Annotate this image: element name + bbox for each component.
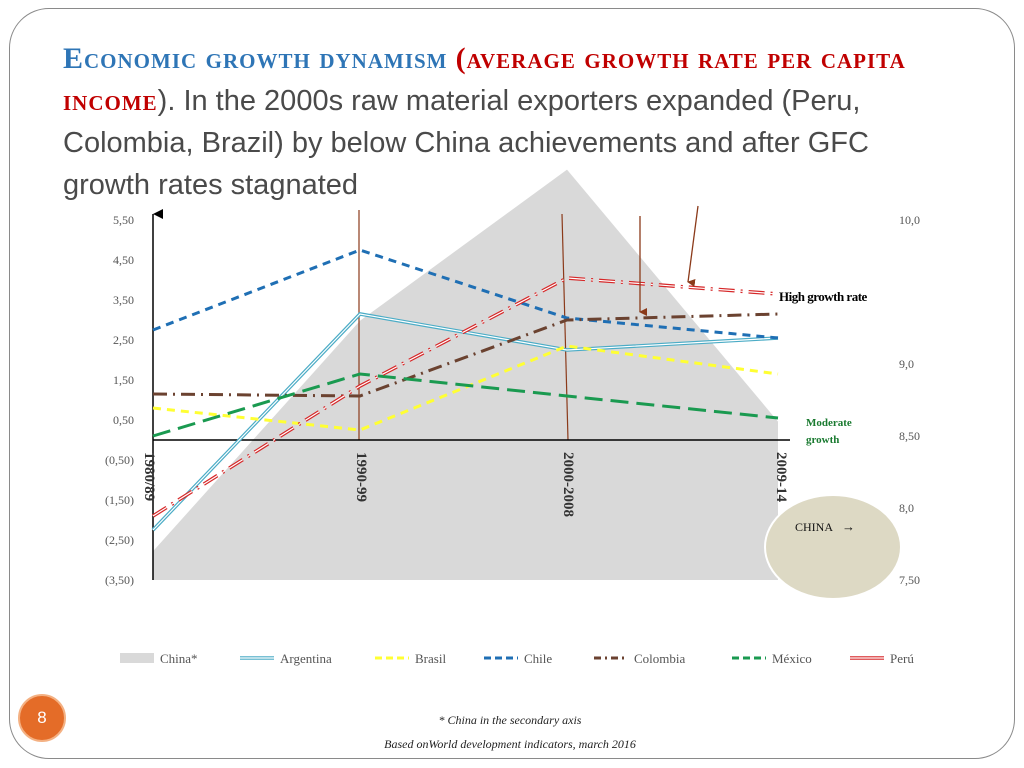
legend-label-chile: Chile (524, 651, 552, 666)
legend-swatch-china (120, 653, 154, 663)
page-number-badge: 8 (18, 694, 66, 742)
y-tick-label: (2,50) (105, 533, 134, 547)
category-label: 1990-99 (353, 452, 369, 502)
y2-tick-label: 7,50 (899, 573, 920, 587)
moderate-growth-label: Moderate growth (806, 417, 855, 446)
y-tick-label: 4,50 (113, 253, 134, 267)
y2-tick-label: 8,50 (899, 429, 920, 443)
footnote-secondary-axis: * China in the secondary axis (438, 713, 582, 727)
y-tick-label: (3,50) (105, 573, 134, 587)
china-callout-bubble (764, 494, 902, 600)
legend-label-argentina: Argentina (280, 651, 332, 666)
series-line-brasil (152, 344, 779, 432)
title-heading: Economic growth dynamism (63, 42, 448, 75)
legend-label-china: China* (160, 651, 198, 666)
series-area-china (153, 169, 778, 580)
legend-label-brasil: Brasil (415, 651, 446, 666)
series-lines (151, 248, 779, 532)
chart-legend: China* Argentina Brasil Chile Colombia México… (120, 651, 914, 666)
legend-label-mexico: México (772, 651, 812, 666)
y-tick-label: 3,50 (113, 293, 134, 307)
category-label: 2000-2008 (560, 452, 576, 517)
chart-axes (152, 209, 790, 580)
y2-tick-label: 9,0 (899, 357, 914, 371)
divider-line-2000 (561, 213, 569, 441)
y-tick-label: 5,50 (113, 213, 134, 227)
y-tick-label: 0,50 (113, 413, 134, 427)
series-line-peru-inner (152, 277, 779, 517)
china-area-layer (153, 169, 778, 580)
series-line-colombia (152, 312, 779, 398)
title-body: ). In the 2000s raw material exporters e… (63, 85, 869, 201)
annotation-arrows (639, 205, 699, 316)
annotation-arrow-icon (687, 205, 699, 287)
title-subheading: (average growth rate per capita income (63, 42, 906, 117)
footnote-source: Based onWorld development indicators, ma… (384, 737, 636, 751)
china-callout-arrow-icon: → (842, 519, 855, 534)
period-divider-lines (358, 210, 569, 441)
y2-tick-label: 8,0 (899, 501, 914, 515)
category-label: 1980/89 (141, 452, 157, 501)
high-growth-label: High growth rate (779, 289, 868, 304)
slide-title: Economic growth dynamism (average growth… (63, 38, 963, 206)
y-tick-label: 1,50 (113, 373, 134, 387)
y-tick-label: (0,50) (105, 453, 134, 467)
category-label: 2009-14 (773, 452, 789, 502)
legend-label-colombia: Colombia (634, 651, 686, 666)
series-line-mexico (152, 372, 779, 438)
china-callout-label: CHINA (795, 520, 833, 534)
y-tick-label: 2,50 (113, 333, 134, 347)
moderate-growth-line1: Moderate (806, 417, 852, 429)
tick-labels: 5,50 4,50 3,50 2,50 1,50 0,50 (0,50) (1,50) (2,5… (105, 213, 920, 587)
moderate-growth-line2: growth (806, 434, 839, 446)
y2-tick-label: 10,0 (899, 213, 920, 227)
y-tick-label: (1,50) (105, 493, 134, 507)
category-labels: 1980/89 1990-99 2000-2008 2009-14 (141, 452, 789, 517)
legend-label-peru: Perú (890, 651, 914, 666)
